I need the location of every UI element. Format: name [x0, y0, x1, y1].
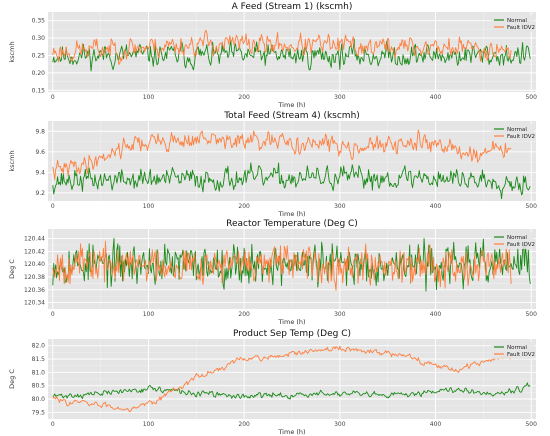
legend-label: Normal — [507, 18, 527, 24]
legend-label: Fault IDV2 — [507, 242, 535, 248]
y-tick-label: 9.8 — [35, 128, 45, 135]
series-line-normal — [52, 382, 531, 400]
chart-panel-3: 0 100 200 300 400 500 120.34 120.36 120.38 120.40… — [8, 219, 537, 326]
legend-box — [491, 342, 534, 359]
y-tick-label: 120.44 — [24, 236, 45, 243]
x-tick-label: 500 — [525, 421, 537, 428]
y-tick-label: 80.0 — [32, 396, 46, 403]
x-tick-label: 100 — [143, 421, 155, 428]
y-tick-label: 79.5 — [32, 409, 46, 416]
y-axis-label: Deg C — [8, 259, 16, 279]
x-tick-label: 400 — [430, 94, 442, 101]
chart-title: A Feed (Stream 1) (kscmh) — [232, 2, 353, 12]
y-tick-label: 120.38 — [24, 274, 45, 281]
y-tick-label: 0.30 — [32, 35, 46, 42]
legend-label: Fault IDV2 — [507, 134, 535, 140]
y-tick-label: 120.42 — [24, 248, 45, 255]
y-tick-label: 120.40 — [24, 261, 45, 268]
legend-label: Fault IDV2 — [507, 25, 535, 31]
series-line-fault — [52, 129, 512, 180]
x-tick-label: 0 — [51, 311, 55, 318]
x-tick-label: 400 — [430, 421, 442, 428]
y-axis-label: kscmh — [8, 41, 16, 62]
series-line-normal — [52, 162, 531, 200]
y-tick-label: 120.36 — [24, 287, 45, 294]
chart-panel-2: 0 100 200 300 400 500 9.2 9.4 9.6 9.8 Total Feed (… — [8, 111, 537, 218]
y-tick-label: 0.35 — [32, 18, 46, 25]
x-tick-label: 500 — [525, 94, 537, 101]
legend-box — [491, 124, 534, 141]
x-axis-label: Time (h) — [277, 101, 305, 109]
x-tick-label: 200 — [238, 94, 250, 101]
x-tick-label: 100 — [143, 203, 155, 210]
y-tick-label: 0.25 — [32, 52, 46, 59]
x-tick-label: 0 — [51, 203, 55, 210]
series-line-fault — [52, 29, 512, 65]
y-tick-label: 0.20 — [32, 70, 46, 77]
series-line-fault — [52, 345, 512, 413]
y-axis-label: Deg C — [8, 369, 16, 389]
y-tick-label: 9.4 — [35, 169, 45, 176]
x-tick-label: 100 — [143, 94, 155, 101]
y-tick-label: 80.5 — [32, 383, 46, 390]
x-tick-label: 0 — [51, 421, 55, 428]
x-tick-label: 100 — [143, 311, 155, 318]
x-tick-label: 300 — [334, 94, 346, 101]
x-tick-label: 300 — [334, 311, 346, 318]
x-tick-label: 500 — [525, 203, 537, 210]
x-tick-label: 200 — [238, 203, 250, 210]
chart-panel-4: 0 100 200 300 400 500 79.5 80.0 80.5 81.0 81.5 82.0… — [8, 329, 537, 436]
y-tick-label: 81.5 — [32, 356, 46, 363]
y-tick-label: 9.2 — [35, 190, 45, 197]
x-tick-label: 500 — [525, 311, 537, 318]
x-tick-label: 400 — [430, 203, 442, 210]
y-tick-label: 9.6 — [35, 149, 45, 156]
x-tick-label: 200 — [238, 311, 250, 318]
legend-label: Normal — [507, 235, 527, 241]
x-tick-label: 300 — [334, 421, 346, 428]
chart-title: Reactor Temperature (Deg C) — [226, 219, 358, 229]
x-axis-label: Time (h) — [277, 428, 305, 436]
series-line-fault — [52, 240, 512, 291]
x-tick-label: 400 — [430, 311, 442, 318]
legend-label: Fault IDV2 — [507, 352, 535, 358]
legend-label: Normal — [507, 127, 527, 133]
y-tick-label: 0.15 — [32, 87, 46, 94]
x-axis-label: Time (h) — [277, 318, 305, 326]
chart-title: Total Feed (Stream 4) (kscmh) — [223, 111, 360, 121]
y-tick-label: 81.0 — [32, 369, 46, 376]
x-axis-label: Time (h) — [277, 210, 305, 218]
chart-panel-1: 0 100 200 300 400 500 0.15 0.20 0.25 0.30 0.35 A Fe… — [8, 2, 537, 109]
y-tick-label: 82.0 — [32, 343, 46, 350]
x-tick-label: 200 — [238, 421, 250, 428]
y-axis-label: kscmh — [8, 150, 16, 171]
chart-title: Product Sep Temp (Deg C) — [233, 329, 351, 339]
x-tick-label: 0 — [51, 94, 55, 101]
legend-box — [491, 232, 534, 249]
legend-box — [491, 15, 534, 32]
legend-label: Normal — [507, 345, 527, 351]
x-tick-label: 300 — [334, 203, 346, 210]
y-tick-label: 120.34 — [24, 300, 45, 307]
